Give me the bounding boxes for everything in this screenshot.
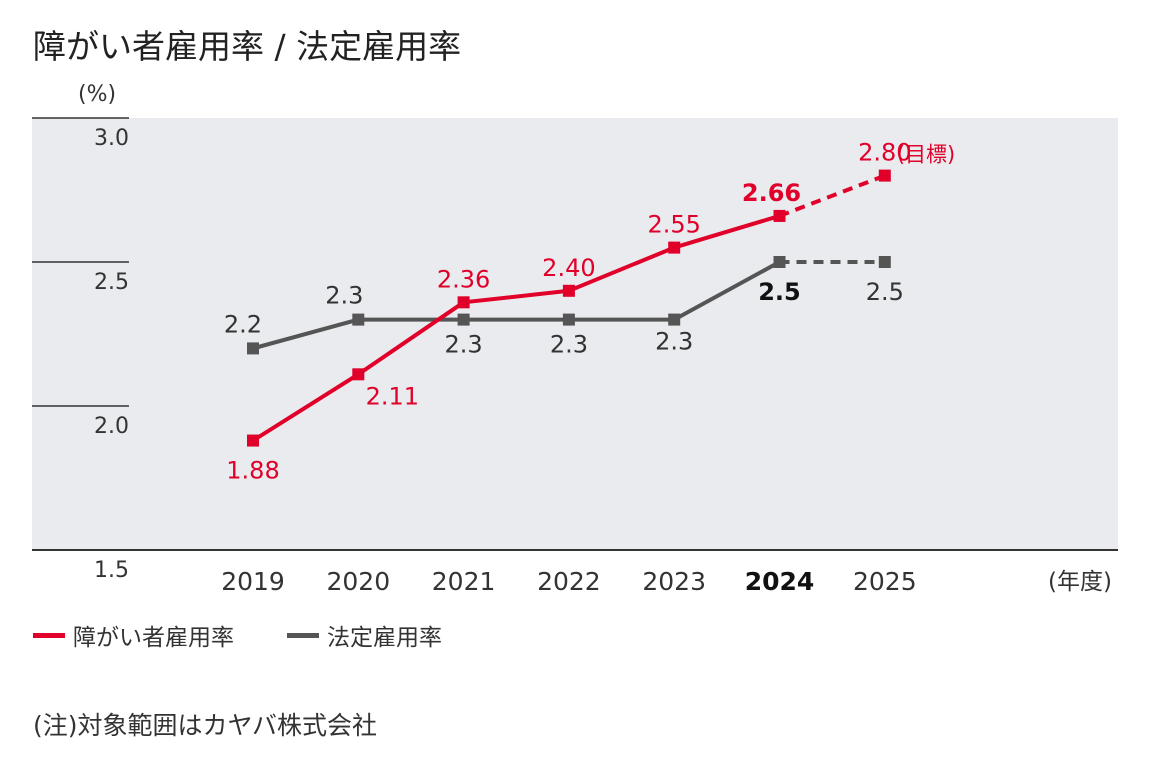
- data-label: 2.40: [542, 254, 595, 282]
- x-tick-label: 2021: [432, 567, 496, 596]
- y-tick-label: 1.5: [94, 558, 129, 583]
- plot-background: [32, 118, 1118, 550]
- legend-label-employment-rate: 障がい者雇用率: [73, 625, 234, 651]
- data-label: 2.5: [866, 278, 904, 306]
- data-point-marker: [878, 256, 891, 268]
- legend-item-employment-rate: 障がい者雇用率: [33, 618, 234, 652]
- data-point-marker: [773, 209, 786, 222]
- data-label: 2.11: [366, 382, 419, 410]
- data-label: 2.66: [742, 179, 801, 207]
- x-tick-label: 2020: [326, 567, 390, 596]
- data-label: 2.3: [550, 331, 588, 359]
- data-label: 2.3: [655, 328, 693, 356]
- data-point-marker: [668, 241, 681, 254]
- target-annotation: (目標): [897, 143, 955, 167]
- data-label: 2.80: [858, 139, 911, 167]
- series-line-solid: [252, 260, 781, 351]
- data-label: 2.5: [758, 278, 801, 306]
- data-point-marker: [352, 313, 365, 326]
- data-label: 2.55: [647, 211, 700, 239]
- y-tick-label: 2.0: [94, 414, 129, 439]
- data-label: 2.2: [224, 310, 262, 338]
- x-tick-label: 2023: [642, 567, 706, 596]
- x-tick-label: 2019: [221, 567, 285, 596]
- y-tick-label: 2.5: [94, 270, 129, 295]
- footnote: (注)対象範囲はカヤバ株式会社: [33, 711, 378, 740]
- legend-swatch-legal-rate: [287, 632, 319, 638]
- data-point-marker: [457, 313, 470, 326]
- series-line-projected: [778, 173, 886, 218]
- legend-item-legal-rate: 法定雇用率: [287, 618, 442, 652]
- x-tick-label: 2025: [853, 567, 917, 596]
- y-unit-label: (%): [78, 82, 116, 107]
- x-tick-label: 2022: [537, 567, 601, 596]
- data-point-marker: [878, 169, 891, 182]
- data-point-marker: [773, 256, 786, 268]
- data-point-marker: [562, 313, 575, 326]
- data-label: 2.36: [437, 265, 490, 293]
- data-point-marker: [457, 296, 470, 309]
- series-line-solid: [251, 214, 781, 443]
- y-tick-label: 3.0: [94, 126, 129, 151]
- data-point-marker: [562, 284, 575, 297]
- x-unit-label: (年度): [1048, 569, 1112, 595]
- legend-swatch-employment-rate: [33, 632, 65, 638]
- data-point-marker: [668, 313, 681, 326]
- x-tick-label: 2024: [745, 567, 815, 596]
- data-point-marker: [247, 342, 259, 355]
- data-label: 1.88: [226, 457, 279, 485]
- chart-title: 障がい者雇用率 / 法定雇用率: [33, 27, 462, 66]
- legend-label-legal-rate: 法定雇用率: [327, 625, 442, 651]
- data-point-marker: [352, 368, 365, 381]
- data-label: 2.3: [445, 331, 483, 359]
- data-label: 2.3: [325, 282, 363, 310]
- data-point-marker: [247, 434, 259, 447]
